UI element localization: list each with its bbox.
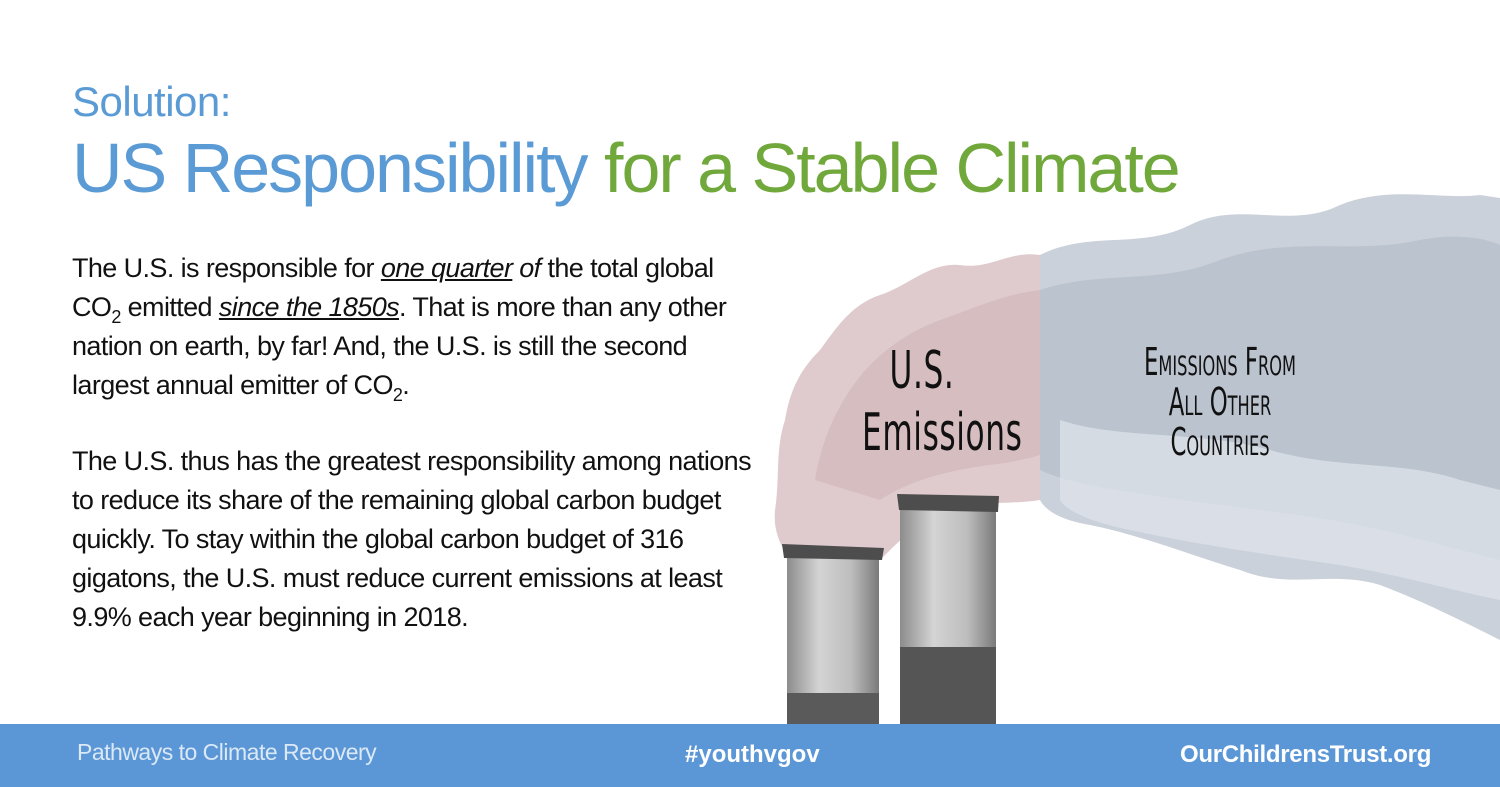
paragraph-2: The U.S. thus has the greatest responsib…: [72, 446, 752, 632]
us-emissions-label: U.S. Emissions: [862, 340, 1023, 464]
p1-emphasis-one-quarter: one quarter: [380, 253, 513, 283]
short-smokestack: [782, 544, 884, 724]
us-label-line-2: Emissions: [862, 403, 1023, 463]
tall-smokestack: [897, 494, 999, 724]
footer-hashtag[interactable]: #youthvgov: [685, 741, 820, 768]
paragraph-1: The U.S. is responsible for one quarter …: [72, 249, 752, 405]
footer-program-name: Pathways to Climate Recovery: [77, 739, 377, 765]
other-countries-label: Emissions From All Other Countries: [1130, 342, 1310, 462]
slide-subtitle: Solution:: [72, 78, 231, 125]
headline-part-green: for a Stable Climate: [586, 129, 1181, 207]
other-countries-smoke: [1040, 194, 1500, 640]
p1-text-4: . That is more than any other nation on …: [72, 292, 727, 400]
p1-text-2: the total global CO: [72, 253, 714, 322]
p1-subscript-2: 2: [392, 385, 403, 405]
p1-emphasis-since-1850s: since the 1850s: [218, 292, 400, 322]
p1-italic-of: of: [519, 253, 541, 283]
p1-text-1: The U.S. is responsible for: [72, 253, 381, 283]
footer-website-link[interactable]: OurChildrensTrust.org: [1180, 741, 1432, 768]
title-block: Solution: US Responsibility for a Stable…: [72, 78, 1181, 210]
body-text: The U.S. is responsible for one quarter …: [72, 249, 752, 637]
footer-bar: Pathways to Climate Recovery #youthvgov …: [0, 724, 1500, 787]
other-label-line-2: All Other Countries: [1168, 380, 1272, 464]
us-smoke: [774, 254, 1040, 570]
p1-text-5: .: [402, 370, 410, 400]
headline-part-blue: US Responsibility: [72, 129, 589, 207]
us-label-line-1: U.S.: [889, 341, 955, 401]
other-label-line-1: Emissions From: [1143, 340, 1297, 384]
p1-text-3: emitted: [120, 292, 219, 322]
p1-subscript-1: 2: [111, 307, 121, 327]
slide-headline: US Responsibility for a Stable Climate: [72, 126, 1181, 210]
